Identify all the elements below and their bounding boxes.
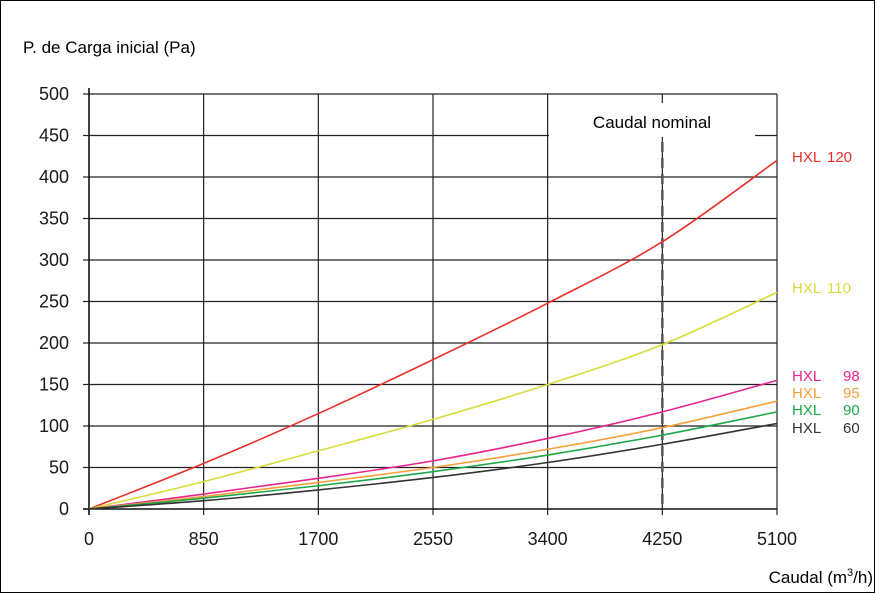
y-tick-label: 400 <box>39 167 69 187</box>
x-tick-label: 850 <box>189 529 219 549</box>
y-tick-label: 350 <box>39 209 69 229</box>
series-line-hxl-95 <box>88 400 778 510</box>
y-tick-label: 100 <box>39 416 69 436</box>
x-tick-label: 4250 <box>642 529 682 549</box>
y-tick-label: 150 <box>39 375 69 395</box>
series-label-hxl-60: HXL 60 <box>792 420 860 437</box>
y-tick-label: 200 <box>39 333 69 353</box>
annotation-background <box>549 103 755 137</box>
axes <box>83 88 777 515</box>
series-label-hxl-120: HXL 120 <box>792 149 852 166</box>
x-axis-title: Caudal (m3/h) <box>769 567 873 587</box>
x-tick-label: 1700 <box>298 529 338 549</box>
x-tick-label: 3400 <box>528 529 568 549</box>
y-tick-label: 300 <box>39 250 69 270</box>
series-line-hxl-120 <box>88 159 778 510</box>
x-tick-label: 2550 <box>413 529 453 549</box>
series-line-hxl-98 <box>88 379 778 510</box>
series-label-hxl-95: HXL 95 <box>792 385 860 402</box>
y-tick-label: 500 <box>39 84 69 104</box>
grid <box>89 93 778 509</box>
series-label-hxl-98: HXL 98 <box>792 368 860 385</box>
y-axis-title: P. de Carga inicial (Pa) <box>23 38 196 57</box>
annotation-label: Caudal nominal <box>593 113 711 132</box>
nominal-flow-marker: Caudal nominal <box>549 103 755 509</box>
series-label-hxl-90: HXL 90 <box>792 402 860 419</box>
series-lines <box>88 159 778 510</box>
series-line-hxl-110 <box>88 291 778 510</box>
y-tick-label: 450 <box>39 126 69 146</box>
y-tick-label: 50 <box>49 458 69 478</box>
series-line-hxl-60 <box>88 422 778 510</box>
series-label-hxl-110: HXL 110 <box>792 280 851 297</box>
ticks: 0 50 100 150 200 250 300 350 400 450 500 0 850 1700 25… <box>39 84 797 549</box>
y-tick-label: 250 <box>39 292 69 312</box>
x-tick-label: 0 <box>84 529 94 549</box>
y-tick-label: 0 <box>59 499 69 519</box>
series-line-hxl-90 <box>88 411 778 510</box>
x-tick-label: 5100 <box>757 529 797 549</box>
